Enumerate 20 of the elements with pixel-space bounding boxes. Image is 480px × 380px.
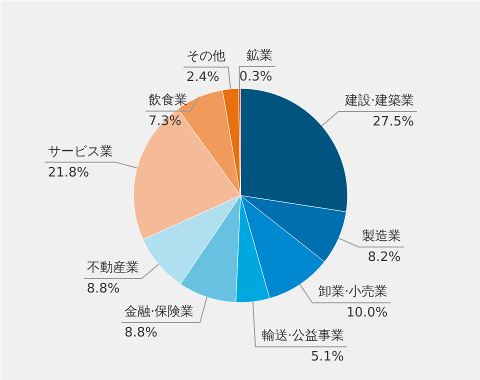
data-label: 21.8% (48, 165, 90, 180)
data-label: 10.0% (346, 306, 388, 321)
slice-label: 建設·建築業 (344, 94, 414, 109)
data-label: 8.8% (86, 282, 120, 297)
slice-label: 金融·保険業 (124, 304, 194, 320)
slice-label: 飲食業 (148, 93, 188, 108)
data-label: 5.1% (310, 350, 344, 365)
slice-label: サービス業 (48, 144, 113, 160)
slice-label: 鉱業 (246, 48, 272, 64)
data-label: 2.4% (186, 70, 220, 86)
slice-label: 卸業·小売業 (318, 284, 388, 300)
slice-label: その他 (186, 49, 226, 64)
data-label: 7.3% (148, 114, 182, 130)
data-label: 8.8% (124, 326, 158, 341)
slice-label: 製造業 (362, 229, 401, 244)
slice-label: 輸送·公益事業 (262, 328, 344, 344)
data-label: 27.5% (372, 114, 414, 130)
data-label: 0.3% (239, 70, 272, 85)
slice-label: 不動産業 (86, 260, 139, 276)
data-label: 8.2% (368, 250, 401, 266)
